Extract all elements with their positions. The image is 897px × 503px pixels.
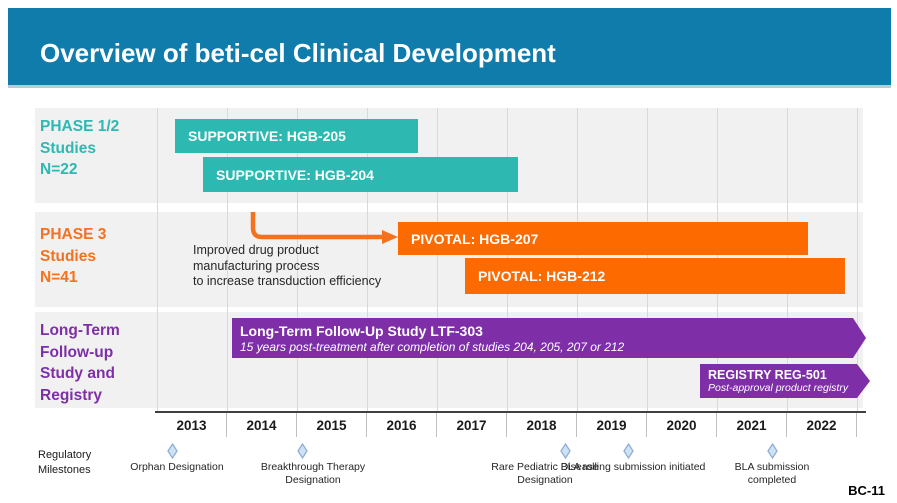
bar-sublabel: 15 years post-treatment after completion… <box>240 339 625 354</box>
gridline <box>367 108 368 413</box>
year-tick-2018: 2018 <box>507 413 577 437</box>
year-tick-2014: 2014 <box>227 413 297 437</box>
row-label-phase3: PHASE 3 Studies N=41 <box>40 224 106 289</box>
bar-label: SUPPORTIVE: HGB-204 <box>216 166 374 183</box>
bar-hgb-204: SUPPORTIVE: HGB-204 <box>203 157 518 192</box>
row-label-phase12: PHASE 1/2 Studies N=22 <box>40 116 119 181</box>
year-tick-2021: 2021 <box>717 413 787 437</box>
row-label-line: Studies <box>40 139 96 157</box>
row-label-line: Registry <box>40 386 103 404</box>
slide-header: Overview of beti-cel Clinical Developmen… <box>8 8 891 88</box>
bar-hgb-207: PIVOTAL: HGB-207 <box>398 222 808 255</box>
gridline <box>227 108 228 413</box>
bar-label: REGISTRY REG-501 <box>708 368 827 382</box>
annotation-line: manufacturing process <box>193 258 320 273</box>
bar-sublabel: Post-approval product registry <box>708 382 849 394</box>
regulatory-milestones-heading: Regulatory Milestones <box>38 448 91 477</box>
slide-code: BC-11 <box>848 483 885 498</box>
year-tick-2017: 2017 <box>437 413 507 437</box>
bar-hgb-212: PIVOTAL: HGB-212 <box>465 258 845 294</box>
process-change-arrow-icon <box>250 212 398 244</box>
milestone-label-rare-pediatric: Rare Pediatric Disease Designation <box>491 461 599 486</box>
annotation-line: to increase transduction efficiency <box>193 274 382 288</box>
milestone-label-orphan: Orphan Designation <box>130 461 224 473</box>
milestone-label-bla-rolling: BLA rolling submission initiated <box>560 461 706 473</box>
gridline <box>297 108 298 413</box>
x-axis-line <box>155 411 866 413</box>
row-label-line: N=22 <box>40 161 78 178</box>
heading-line: Regulatory <box>38 449 92 461</box>
bar-ltf-303: Long-Term Follow-Up Study LTF-303 15 yea… <box>232 318 866 358</box>
page-title: Overview of beti-cel Clinical Developmen… <box>40 38 556 68</box>
heading-line: Milestones <box>38 463 91 476</box>
milestone-diamond-icon <box>167 443 178 459</box>
gridline <box>157 108 158 413</box>
bar-label: SUPPORTIVE: HGB-205 <box>188 128 346 144</box>
year-tick-2016: 2016 <box>367 413 437 437</box>
milestone-diamond-icon <box>767 443 778 459</box>
year-tick-2022: 2022 <box>787 413 857 437</box>
milestone-label-breakthrough: Breakthrough Therapy Designation <box>260 461 366 486</box>
row-label-line: N=41 <box>40 269 78 286</box>
bar-label: Long-Term Follow-Up Study LTF-303 <box>240 322 483 339</box>
gridline <box>437 108 438 413</box>
bar-reg-501: REGISTRY REG-501 Post-approval product r… <box>700 364 870 398</box>
year-tick-2013: 2013 <box>157 413 227 437</box>
row-label-line: Follow-up <box>40 343 114 361</box>
milestone-diamond-icon <box>560 443 571 459</box>
bar-label: PIVOTAL: HGB-207 <box>411 230 539 247</box>
year-tick-2020: 2020 <box>647 413 717 437</box>
milestone-diamond-icon <box>297 443 308 459</box>
row-label-line: PHASE 1/2 <box>40 118 120 135</box>
bar-label: PIVOTAL: HGB-212 <box>478 268 606 284</box>
milestone-label-bla-completed: BLA submission completed <box>734 461 810 486</box>
bar-hgb-205: SUPPORTIVE: HGB-205 <box>175 119 418 153</box>
year-tick-2019: 2019 <box>577 413 647 437</box>
annotation-line: Improved drug product <box>193 243 319 257</box>
row-label-line: PHASE 3 <box>40 226 107 243</box>
manufacturing-annotation: Improved drug product manufacturing proc… <box>193 243 381 290</box>
gridline <box>857 108 858 413</box>
row-label-longterm: Long-Term Follow-up Study and Registry <box>40 320 120 406</box>
year-tick-2015: 2015 <box>297 413 367 437</box>
row-label-line: Long-Term <box>40 322 120 339</box>
row-label-line: Studies <box>40 247 96 265</box>
milestone-diamond-icon <box>623 443 634 459</box>
row-label-line: Study and <box>40 365 115 382</box>
